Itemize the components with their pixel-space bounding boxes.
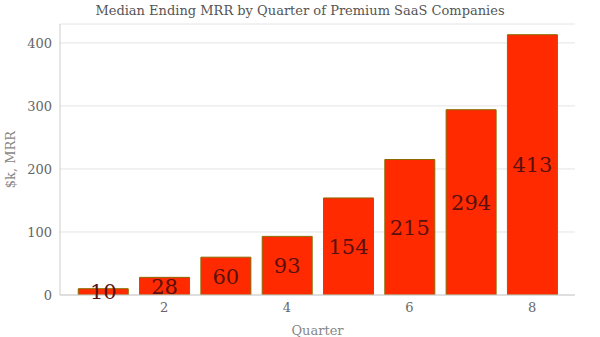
- svg-text:$k, MRR: $k, MRR: [8, 130, 18, 189]
- svg-text:400: 400: [27, 36, 52, 51]
- svg-text:4: 4: [283, 300, 291, 315]
- svg-text:2: 2: [160, 300, 168, 315]
- svg-text:200: 200: [27, 162, 52, 177]
- html-text:Median Ending MRR by Quarter o: Median Ending MRR by Quarter of Premium …: [95, 3, 505, 18]
- svg-text:0: 0: [44, 288, 52, 303]
- svg-text:300: 300: [27, 99, 52, 114]
- svg-text:100: 100: [27, 225, 52, 240]
- svg-text:8: 8: [528, 300, 536, 315]
- svg-text:93: 93: [274, 254, 301, 278]
- svg-text:154: 154: [328, 235, 368, 259]
- svg-text:10: 10: [90, 280, 117, 304]
- svg-text:Quarter: Quarter: [291, 323, 344, 337]
- svg-text:6: 6: [405, 300, 413, 315]
- svg-text:28: 28: [151, 275, 178, 299]
- svg-text:60: 60: [213, 265, 240, 289]
- svg-text:413: 413: [512, 153, 552, 177]
- svg-text:294: 294: [451, 191, 491, 215]
- svg-text:215: 215: [390, 216, 430, 240]
